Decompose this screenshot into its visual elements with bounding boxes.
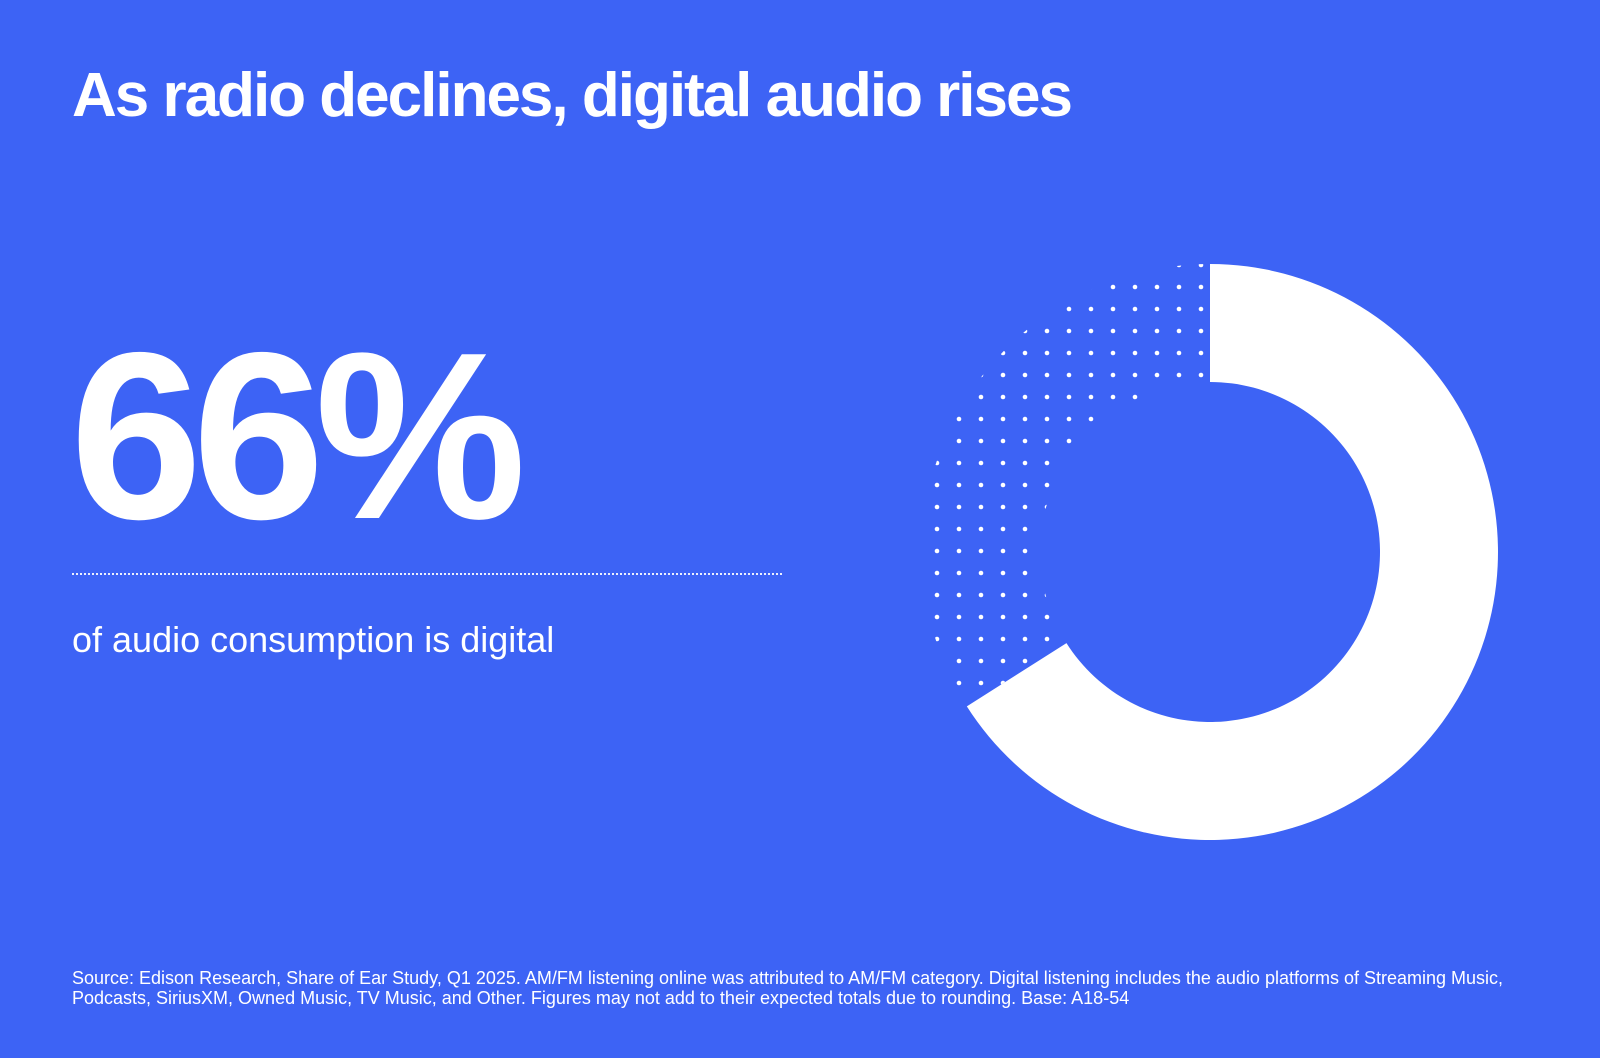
stat-caption: of audio consumption is digital: [72, 619, 555, 660]
divider: [72, 573, 782, 575]
source-note: Source: Edison Research, Share of Ear St…: [72, 968, 1504, 1008]
page-title: As radio declines, digital audio rises: [72, 61, 1073, 130]
stat-value: 66%: [70, 304, 526, 569]
donut-slice-digital: [966, 264, 1498, 841]
donut-chart: [921, 264, 1498, 841]
donut-slice-am-fm: [921, 264, 1210, 707]
